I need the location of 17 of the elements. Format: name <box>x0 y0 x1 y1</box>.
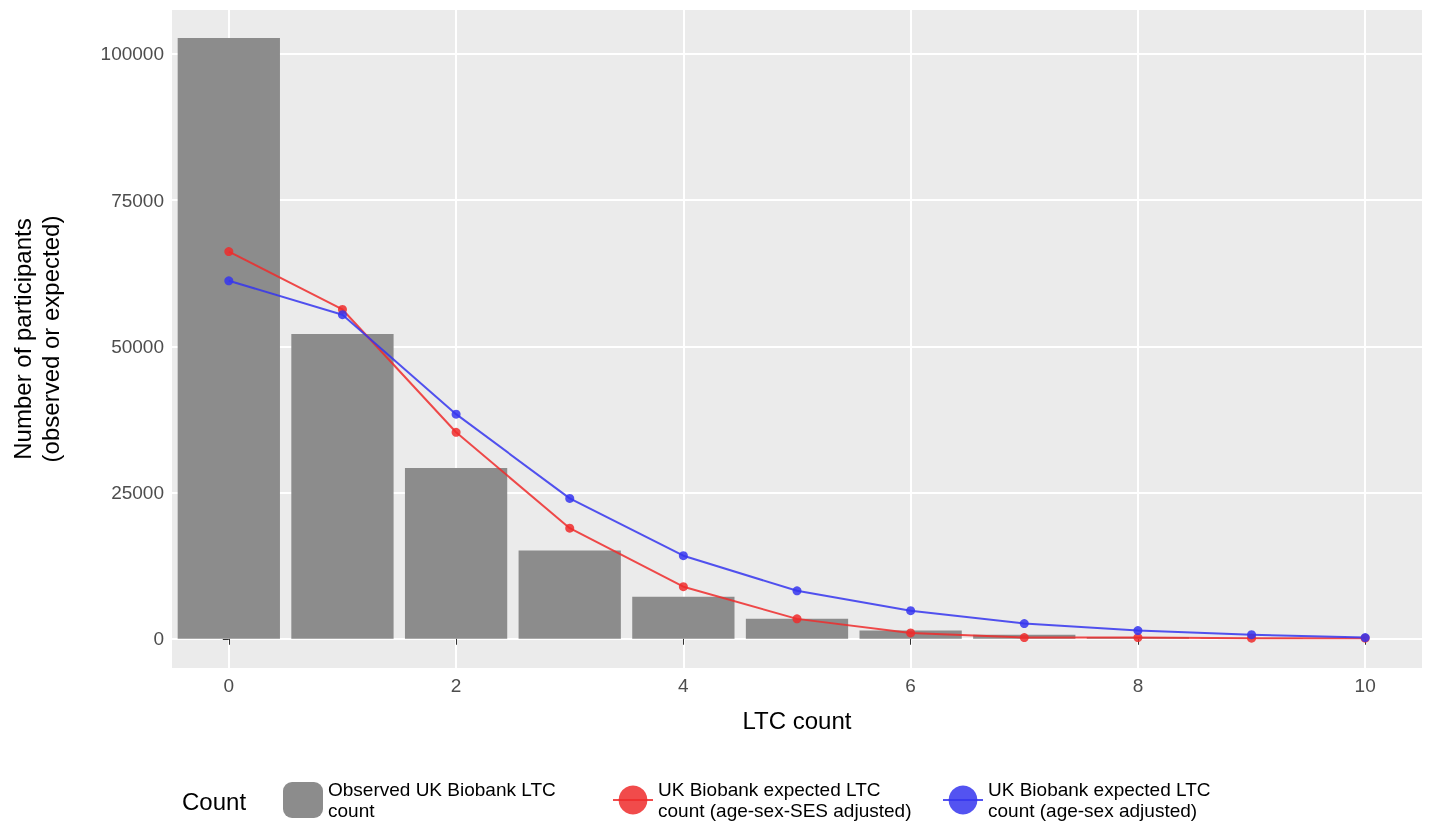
x-tick-label: 0 <box>223 675 235 696</box>
x-tick-label: 8 <box>1132 675 1144 696</box>
x-axis-title: LTC count <box>742 706 852 734</box>
legend-label: Observed UK Biobank LTC count <box>328 779 562 821</box>
y-tick-label: 100000 <box>100 43 164 65</box>
y-tick-label: 25000 <box>111 482 164 504</box>
y-axis-title: Number of participants (observed or expected) <box>8 215 64 463</box>
y-tick-label: 0 <box>153 628 164 650</box>
y-tick-label: 50000 <box>111 335 164 357</box>
x-tick-label: 10 <box>1354 675 1376 696</box>
legend-title: Count <box>182 787 247 815</box>
x-tick-label: 6 <box>905 675 916 696</box>
x-tick-label: 2 <box>450 675 462 696</box>
x-tick-label: 4 <box>678 675 690 696</box>
y-tick-label: 75000 <box>111 189 164 211</box>
legend-label: UK Biobank expected LTC count (age-sex adjusted) <box>988 779 1216 821</box>
legend-label: UK Biobank expected LTC count (age-sex-SES adjusted) <box>658 779 912 821</box>
